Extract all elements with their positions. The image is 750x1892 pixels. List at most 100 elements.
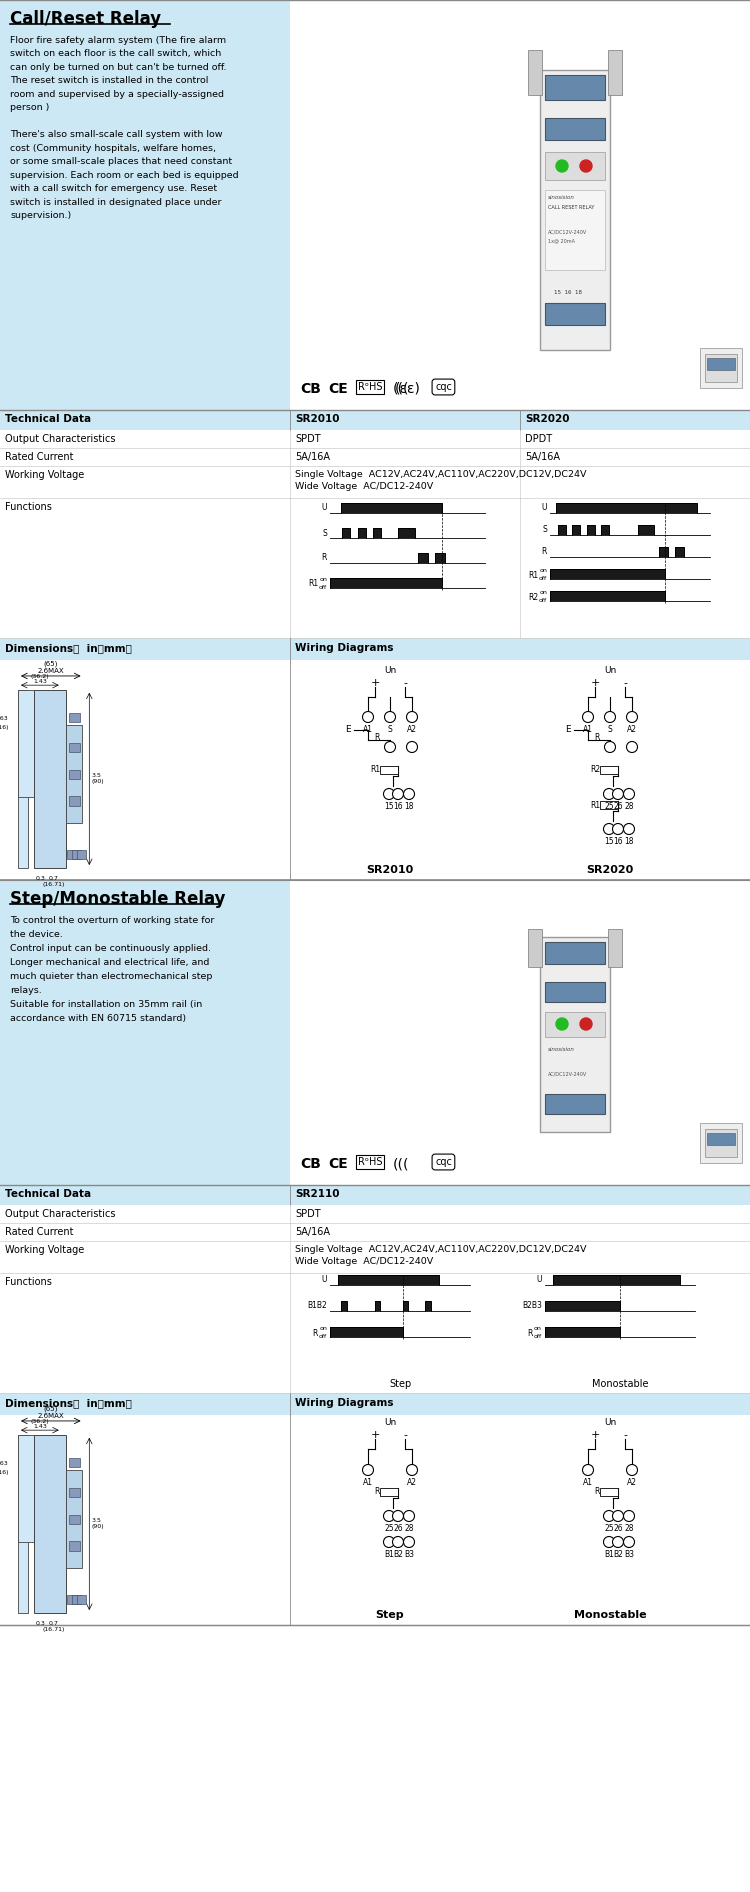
Bar [290, 880, 750, 1184]
Text: (((: ((( [393, 382, 410, 395]
Text: 26: 26 [614, 802, 622, 812]
Text: There's also small-scale call system with low: There's also small-scale call system wit… [10, 131, 223, 140]
Text: A1: A1 [583, 1478, 593, 1487]
Bar [341, 1302, 346, 1311]
Bar [68, 744, 80, 753]
Circle shape [392, 1510, 404, 1521]
Text: A2: A2 [627, 725, 637, 734]
Bar [403, 1302, 409, 1311]
Text: S: S [388, 725, 392, 734]
Bar [545, 1326, 620, 1338]
Bar [553, 1275, 680, 1285]
Text: SR2010: SR2010 [295, 414, 340, 424]
Text: off: off [534, 1334, 542, 1340]
Text: B3: B3 [404, 1550, 414, 1559]
Text: off: off [319, 585, 327, 590]
Text: switch on each floor is the call switch, which: switch on each floor is the call switch,… [10, 49, 221, 59]
Text: -: - [623, 677, 627, 689]
Circle shape [604, 1510, 614, 1521]
Text: E: E [345, 725, 351, 734]
Circle shape [556, 1018, 568, 1029]
Circle shape [626, 1464, 638, 1476]
Bar [540, 70, 610, 350]
Text: B2: B2 [393, 1550, 403, 1559]
Circle shape [404, 1510, 415, 1521]
Circle shape [604, 742, 616, 753]
Bar [550, 569, 665, 579]
Text: off: off [538, 575, 547, 581]
Text: Rated Current: Rated Current [5, 1228, 74, 1237]
Bar [490, 45, 670, 375]
Text: Dimensions；  in（mm）: Dimensions； in（mm） [5, 643, 132, 653]
Text: 5A/16A: 5A/16A [525, 452, 560, 462]
Text: much quieter than electromechanical step: much quieter than electromechanical step [10, 972, 212, 980]
Bar [72, 850, 81, 859]
Text: Wide Voltage  AC/DC12-240V: Wide Voltage AC/DC12-240V [295, 482, 433, 492]
Text: supervision. Each room or each bed is equipped: supervision. Each room or each bed is eq… [10, 170, 238, 180]
Text: SPDT: SPDT [295, 433, 321, 445]
Text: Functions: Functions [5, 501, 52, 513]
Text: U: U [322, 1275, 327, 1285]
Text: Wiring Diagrams: Wiring Diagrams [295, 643, 394, 653]
Text: SPDT: SPDT [295, 1209, 321, 1218]
Bar [545, 189, 605, 271]
Text: 0.7
(16.71): 0.7 (16.71) [43, 876, 65, 887]
Circle shape [604, 711, 616, 723]
Bar [600, 1487, 618, 1497]
Text: 25: 25 [604, 802, 613, 812]
Bar [330, 577, 442, 588]
Bar [707, 358, 735, 371]
Bar [340, 503, 442, 513]
Text: 3.5
(90): 3.5 (90) [92, 774, 104, 785]
Text: Working Voltage: Working Voltage [5, 1245, 84, 1254]
Text: R: R [313, 1328, 318, 1338]
Bar [34, 691, 66, 868]
Bar [374, 528, 381, 537]
Bar [707, 1133, 735, 1145]
Text: Monostable: Monostable [592, 1379, 648, 1389]
Bar [572, 524, 580, 535]
Text: 15: 15 [384, 802, 394, 812]
Text: CALL RESET RELAY: CALL RESET RELAY [548, 204, 594, 210]
Bar [675, 547, 685, 556]
Bar [608, 929, 622, 967]
Text: R: R [375, 1487, 380, 1497]
Text: relays.: relays. [10, 986, 42, 995]
Text: 0.63: 0.63 [0, 717, 9, 721]
Text: 1.43: 1.43 [33, 1425, 46, 1428]
Text: 0.3: 0.3 [36, 1621, 46, 1625]
Text: sinosision: sinosision [548, 1046, 574, 1052]
Text: -: - [623, 1430, 627, 1440]
Bar [68, 713, 80, 723]
Text: Wide Voltage  AC/DC12-240V: Wide Voltage AC/DC12-240V [295, 1256, 433, 1266]
Text: B2B3: B2B3 [522, 1302, 542, 1311]
Bar [18, 691, 34, 797]
Text: 15: 15 [604, 836, 613, 846]
Text: 2.6MAX: 2.6MAX [38, 668, 64, 674]
Text: Output Characteristics: Output Characteristics [5, 433, 116, 445]
Bar [586, 524, 595, 535]
Bar [0, 1184, 750, 1205]
Text: cqc: cqc [435, 1158, 451, 1167]
Bar [68, 1542, 80, 1551]
Bar [330, 1326, 403, 1338]
Text: (36.2): (36.2) [31, 1419, 50, 1425]
Text: +: + [590, 1430, 600, 1440]
Text: (36.2): (36.2) [31, 674, 50, 679]
Circle shape [604, 823, 614, 834]
Text: Technical Data: Technical Data [5, 1188, 92, 1200]
Text: 28: 28 [404, 1523, 414, 1533]
Circle shape [406, 711, 418, 723]
Bar [0, 0, 290, 411]
Text: (εε): (εε) [395, 382, 421, 395]
Bar [558, 524, 566, 535]
Text: Wiring Diagrams: Wiring Diagrams [295, 1398, 394, 1408]
Text: B1: B1 [384, 1550, 394, 1559]
Bar [358, 528, 366, 537]
Circle shape [383, 1536, 394, 1548]
Text: (65): (65) [44, 660, 58, 666]
Text: R: R [322, 554, 327, 562]
Circle shape [392, 789, 404, 800]
Text: 2.6MAX: 2.6MAX [38, 1413, 64, 1419]
Text: RᵒHS: RᵒHS [358, 382, 382, 392]
